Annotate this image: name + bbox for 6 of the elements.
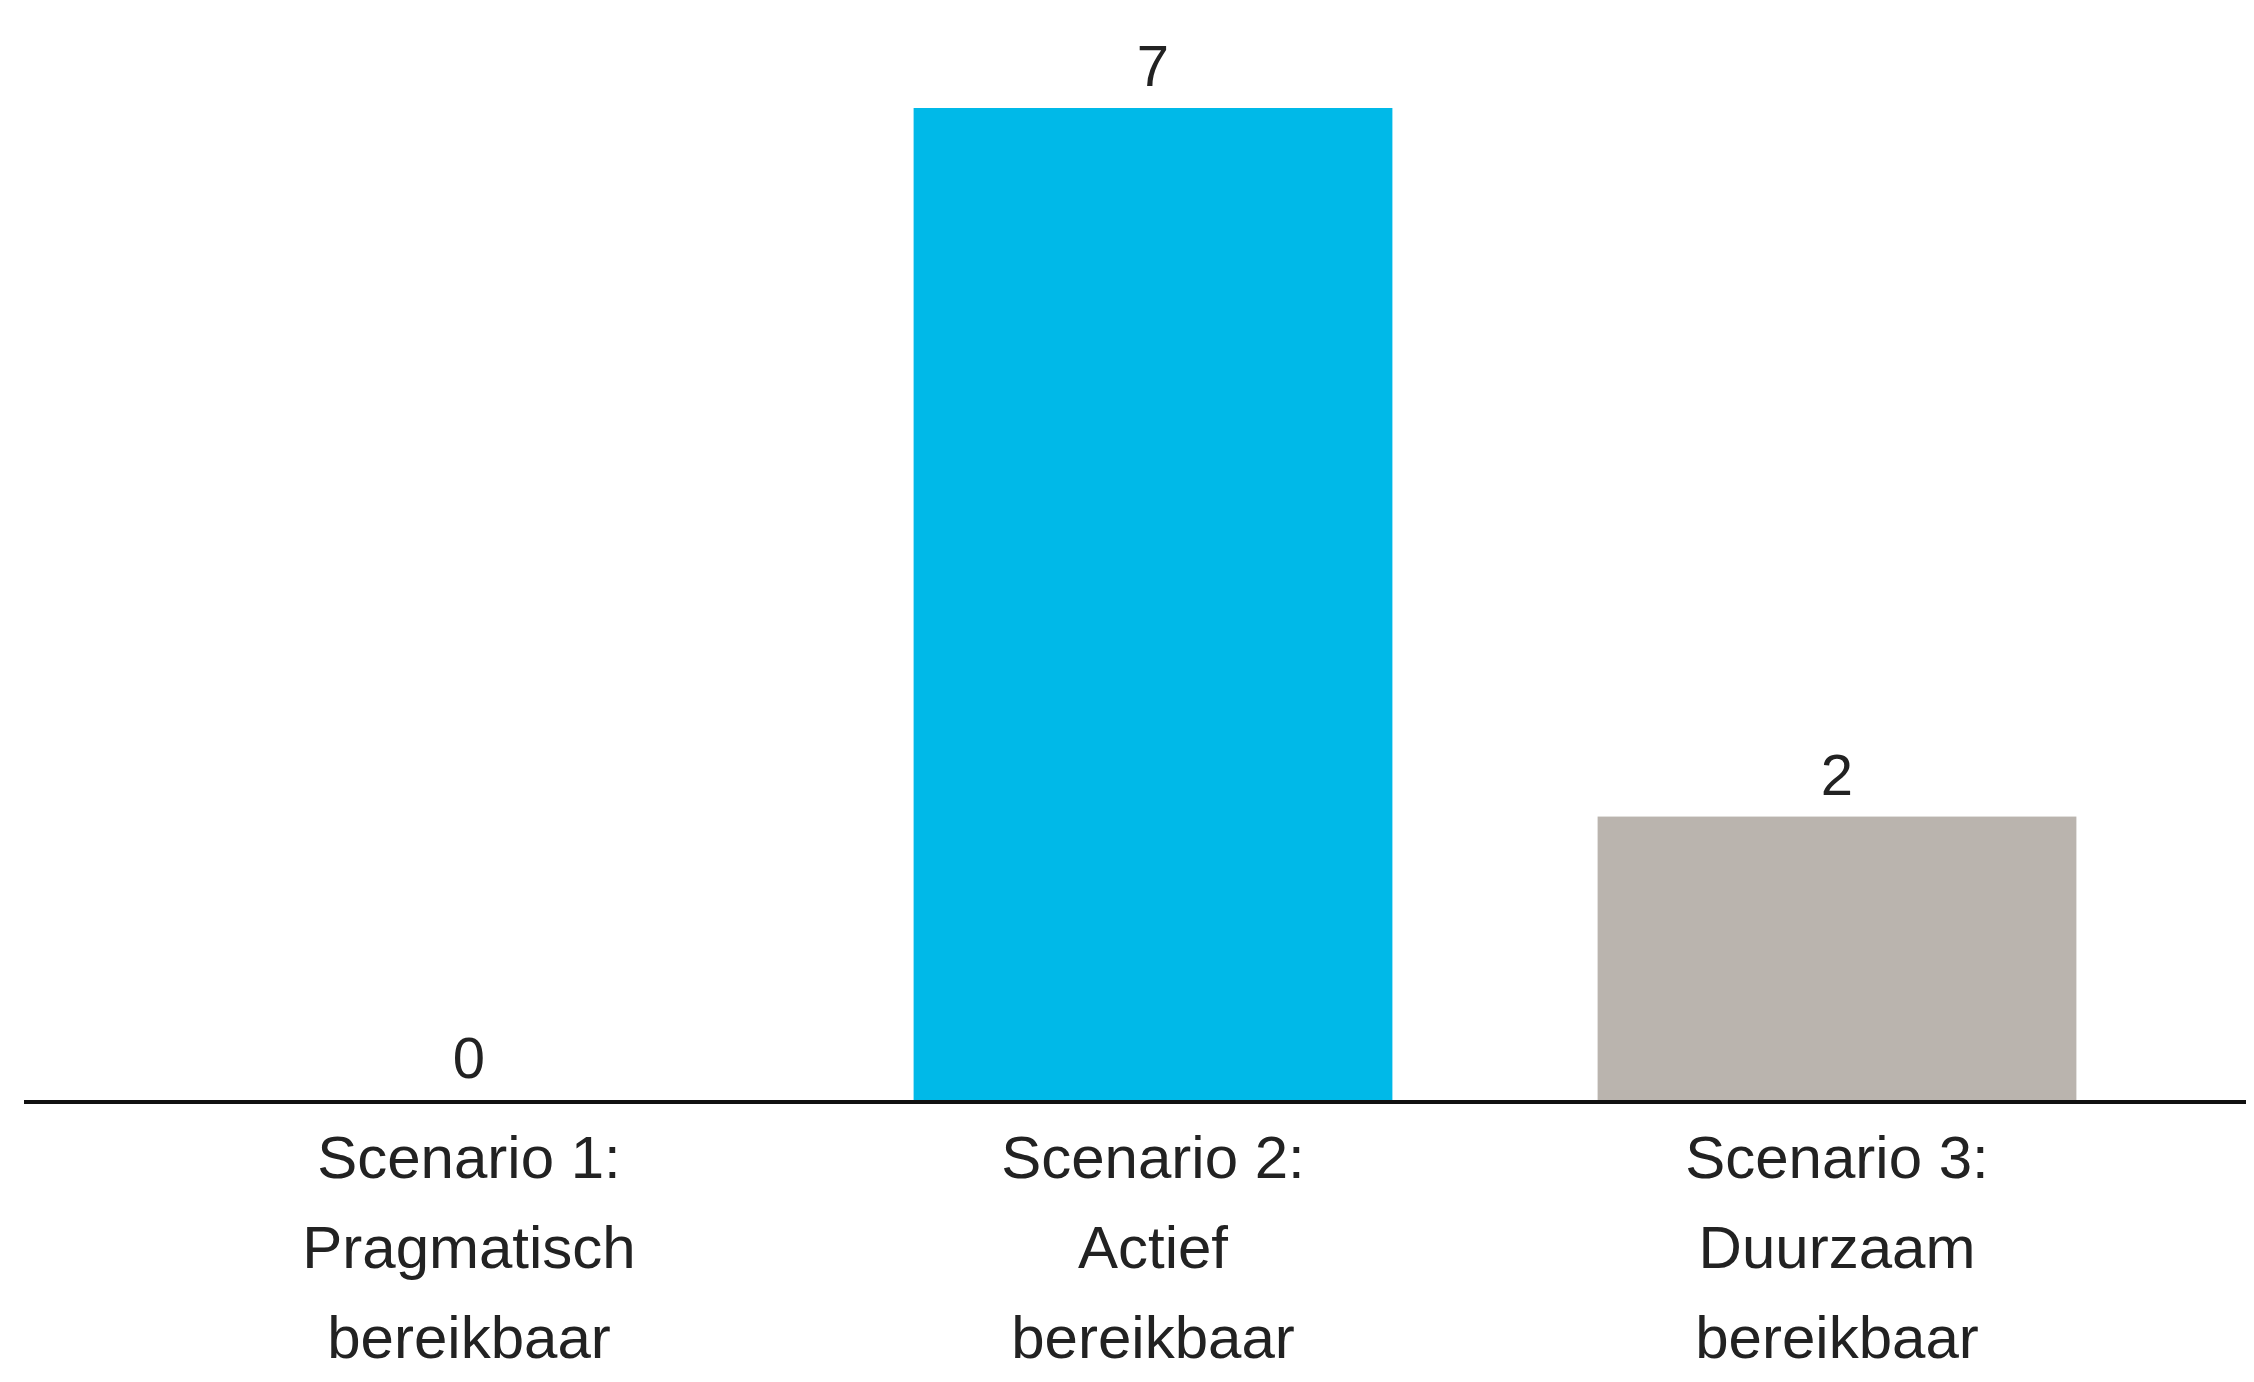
x-tick-label: Scenario 3: Duurzaam bereikbaar (1685, 1124, 1989, 1371)
x-tick-label: Scenario 2: Actief bereikbaar (1001, 1124, 1305, 1371)
x-tick-label: Scenario 1: Pragmatisch bereikbaar (302, 1124, 636, 1371)
data-label: 7 (1136, 33, 1170, 98)
data-label: 0 (452, 1025, 486, 1090)
data-label: 2 (1820, 741, 1854, 807)
